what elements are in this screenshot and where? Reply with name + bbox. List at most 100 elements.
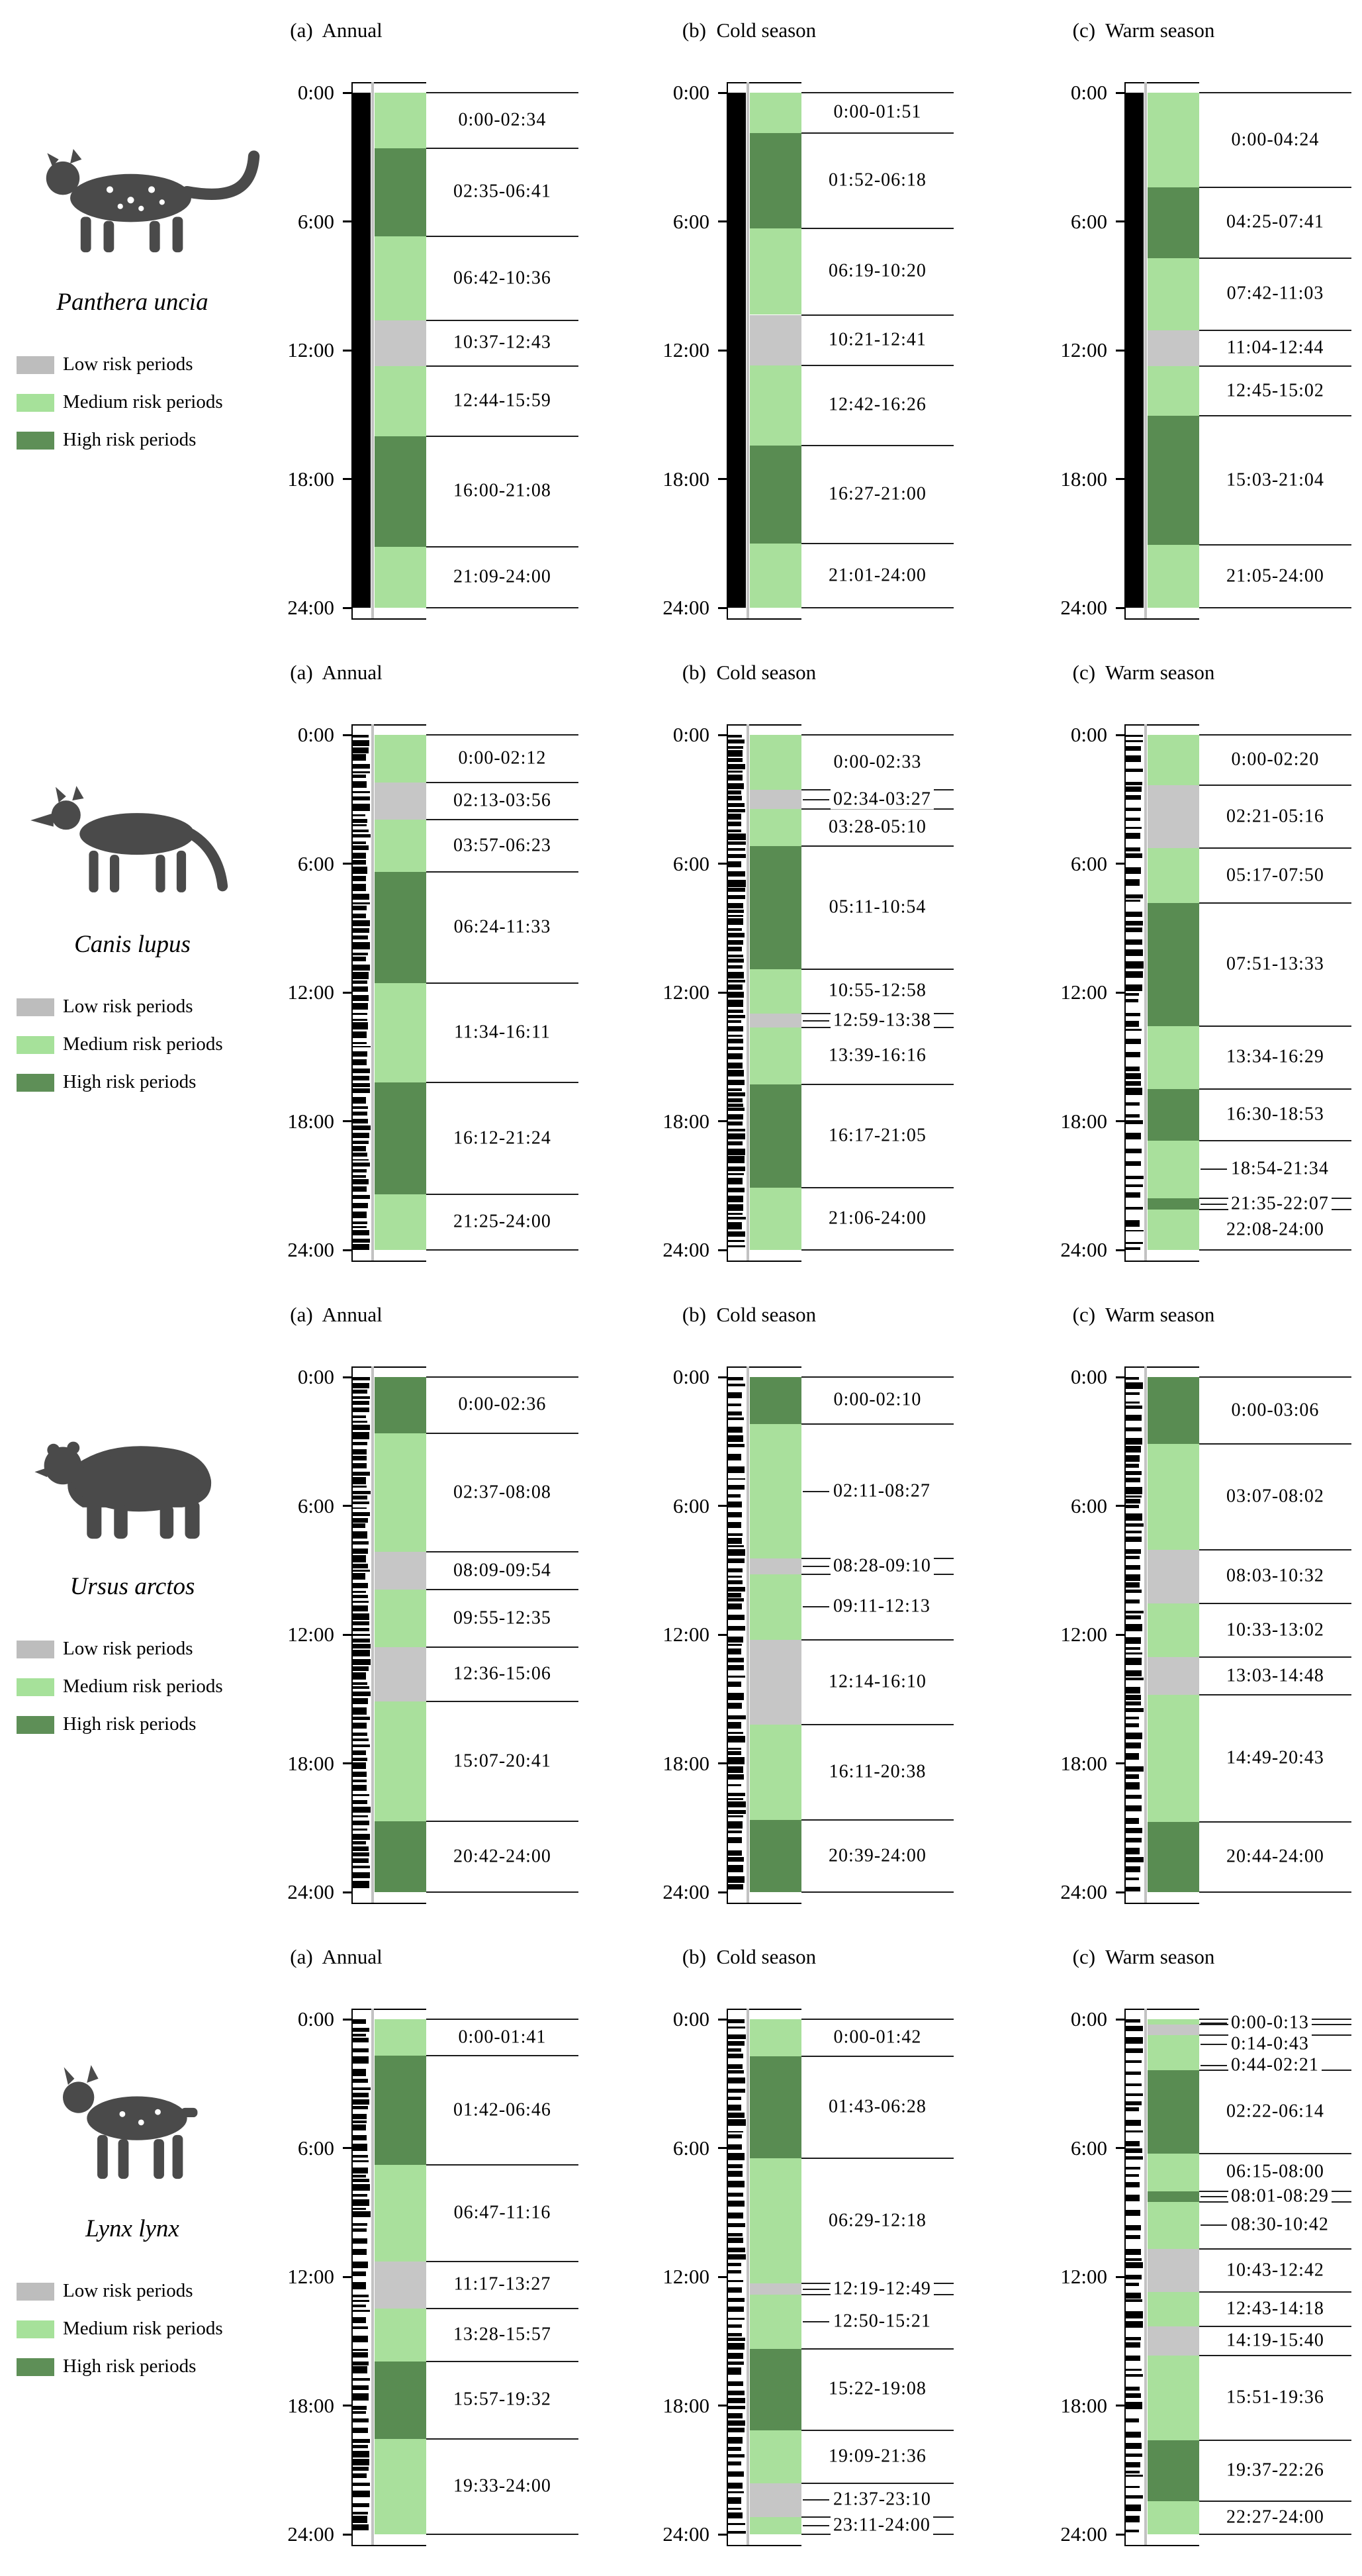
rug-mark — [1126, 894, 1144, 898]
rug-mark — [728, 1865, 743, 1872]
y-axis-tick-label: 0:00 — [672, 81, 709, 104]
y-axis-tick-label: 12:00 — [287, 2265, 334, 2288]
rug-mark — [1126, 2474, 1144, 2477]
risk-segment-medium — [375, 93, 426, 148]
rug-mark — [1126, 1887, 1141, 1891]
segment-label-text: 06:24-11:33 — [451, 916, 554, 937]
rug-mark — [728, 814, 741, 820]
plot-box-left-border — [727, 2009, 728, 2545]
y-axis-tick-label: 24:00 — [287, 1238, 334, 1261]
rug-mark — [728, 2307, 744, 2313]
rug-mark — [1126, 912, 1142, 918]
rug-mark — [1126, 1247, 1140, 1250]
segment-boundary-line — [801, 1819, 954, 1821]
segment-boundary-line — [1199, 607, 1351, 608]
rug-mark — [728, 1485, 745, 1490]
rug-mark — [353, 2366, 367, 2373]
segment-label: 10:55-12:58 — [801, 980, 954, 1002]
plot-box-top-border — [727, 724, 801, 726]
rug-mark — [728, 2153, 745, 2160]
segment-boundary-line — [1199, 187, 1351, 189]
segment-label-text: 02:11-08:27 — [831, 1480, 933, 1502]
y-axis-tick-label: 0:00 — [1070, 723, 1107, 746]
plot-box-bottom-border — [727, 1261, 801, 1262]
rug-mark — [353, 763, 370, 769]
segment-boundary-line — [1199, 2152, 1351, 2154]
leader-line — [803, 2288, 829, 2290]
segment-boundary-line — [426, 546, 578, 548]
rug-mark — [1126, 1766, 1144, 1772]
y-axis-tick — [718, 2405, 727, 2407]
segment-label-text: 10:21-12:41 — [826, 329, 929, 350]
rug-mark — [728, 746, 744, 749]
y-axis-tick-label: 24:00 — [1060, 1238, 1107, 1261]
segment-boundary-line — [801, 1083, 954, 1085]
segment-label: 08:03-10:32 — [1199, 1566, 1351, 1587]
rug-mark — [353, 1186, 367, 1192]
rug-mark — [728, 2113, 745, 2119]
rug-mark — [353, 1441, 367, 1445]
segment-label-text: 12:42-16:26 — [826, 395, 929, 416]
rug-mark — [1126, 832, 1141, 839]
rug-mark — [728, 763, 745, 770]
rug-mark — [1126, 2443, 1142, 2449]
y-axis-tick — [1116, 1249, 1124, 1251]
rug-mark — [1126, 1590, 1142, 1594]
rug-mark — [728, 1545, 745, 1548]
rug-mark — [353, 1112, 367, 1116]
rug-mark — [353, 1088, 370, 1094]
legend-swatch-low — [17, 2283, 54, 2301]
segment-boundary-line — [801, 1249, 954, 1251]
segment-boundary-line — [426, 1249, 578, 1251]
segment-label-text: 15:51-19:36 — [1224, 2387, 1327, 2408]
rug-mark — [353, 1432, 370, 1439]
segment-label-text: 08:30-10:42 — [1228, 2215, 1332, 2236]
y-axis-tick — [718, 2533, 727, 2536]
leader-line — [1201, 1169, 1227, 1170]
plot-box-left-border — [727, 724, 728, 1261]
rug-mark — [353, 2092, 369, 2097]
y-axis-tick-label: 6:00 — [1070, 851, 1107, 875]
rug-mark — [728, 1731, 743, 1735]
rug-mark — [1126, 1392, 1140, 1396]
segment-label: 21:25-24:00 — [426, 1211, 578, 1233]
risk-segment-medium — [750, 1187, 801, 1250]
rug-mark — [1126, 735, 1143, 737]
rug-mark — [1126, 794, 1142, 800]
segment-boundary-line — [426, 2055, 578, 2057]
risk-segment-high — [375, 872, 426, 983]
rug-mark — [728, 775, 743, 781]
segment-label-text: 16:30-18:53 — [1224, 1104, 1327, 1125]
rug-mark — [1126, 1610, 1144, 1614]
rug-mark — [728, 1133, 746, 1140]
rug-mark — [353, 1659, 371, 1665]
y-axis-tick-label: 12:00 — [1060, 980, 1107, 1004]
rug-mark — [353, 2406, 367, 2410]
rug-mark — [353, 2349, 369, 2351]
species-name: Lynx lynx — [85, 2215, 179, 2242]
segment-boundary-line — [1199, 902, 1351, 904]
segment-label-text: 07:51-13:33 — [1224, 953, 1327, 975]
risk-segment-medium — [750, 1027, 801, 1084]
rug-mark — [353, 1396, 370, 1399]
plot-box-top-border — [351, 2009, 426, 2010]
segment-label-text: 10:55-12:58 — [826, 980, 929, 1001]
segment-label: 0:00-03:06 — [1199, 1400, 1351, 1421]
rug-mark — [353, 2211, 371, 2218]
segment-label: 16:11-20:38 — [801, 1761, 954, 1783]
segment-label-text: 09:11-12:13 — [831, 1596, 933, 1617]
segment-label-text: 12:45-15:02 — [1224, 380, 1327, 401]
rug-mark — [1126, 927, 1142, 933]
rug-mark — [728, 1466, 745, 1474]
rug-mark — [1126, 1486, 1143, 1494]
rug-mark — [728, 2287, 742, 2293]
rug-mark — [728, 2053, 744, 2059]
y-axis-tick-label: 24:00 — [1060, 596, 1107, 619]
risk-segment-medium — [375, 2019, 426, 2056]
plot-box-left-border — [351, 2009, 353, 2545]
segment-label-text: 16:12-21:24 — [451, 1127, 554, 1149]
rug-mark — [728, 1156, 745, 1163]
segment-boundary-line — [426, 365, 578, 367]
rug-mark — [353, 1031, 367, 1039]
rug-mark — [728, 2064, 743, 2070]
